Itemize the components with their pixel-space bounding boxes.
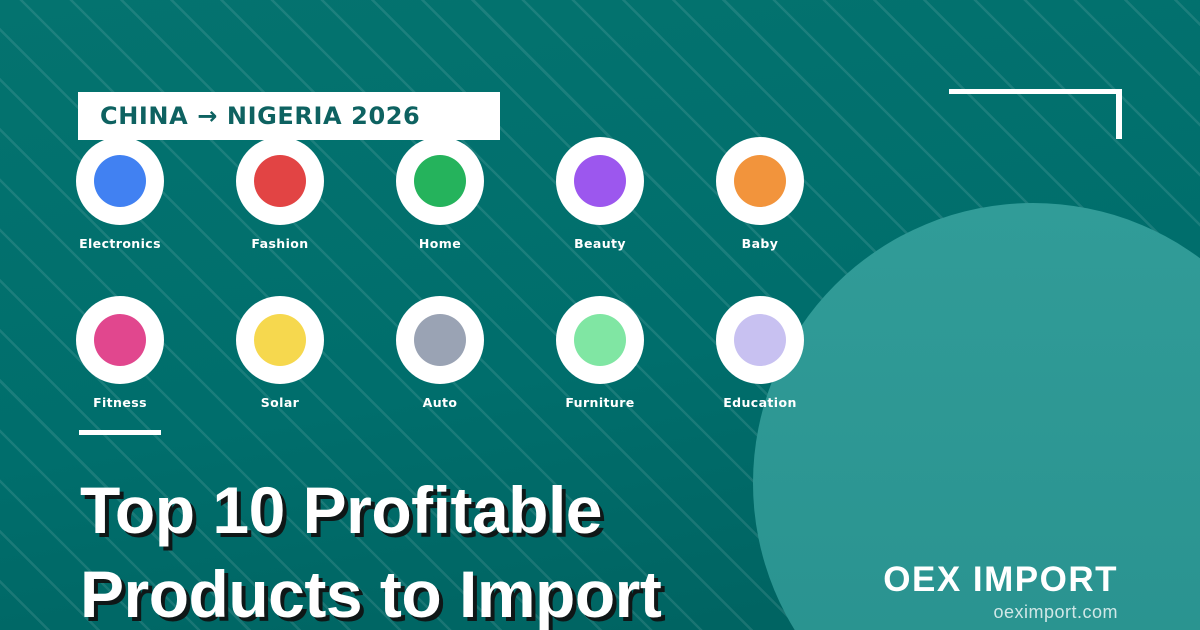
brand-name: OEX IMPORT: [883, 560, 1118, 599]
auto-icon: [396, 296, 484, 384]
beauty-icon: [556, 137, 644, 225]
category-fashion: Fashion: [220, 137, 340, 251]
brand-block: OEX IMPORT oeximport.com: [883, 560, 1118, 623]
route-badge: CHINA → NIGERIA 2026: [78, 92, 500, 140]
category-beauty: Beauty: [540, 137, 660, 251]
category-baby: Baby: [700, 137, 820, 251]
corner-bracket-vertical: [1116, 89, 1122, 139]
category-label: Solar: [260, 395, 300, 410]
category-label: Fashion: [251, 236, 309, 251]
solar-icon: [236, 296, 324, 384]
category-education: Education: [700, 296, 820, 410]
page-title-line2: Products to Import: [80, 557, 662, 630]
brand-website: oeximport.com: [993, 602, 1118, 622]
title-accent-bar: [79, 430, 161, 435]
route-badge-label: CHINA → NIGERIA 2026: [100, 102, 421, 130]
page-title-line1: Top 10 Profitable: [80, 473, 603, 547]
fitness-icon: [76, 296, 164, 384]
category-label: Beauty: [574, 236, 626, 251]
corner-bracket-horizontal: [949, 89, 1122, 94]
fashion-icon: [236, 137, 324, 225]
baby-icon: [716, 137, 804, 225]
category-label: Auto: [422, 395, 458, 410]
category-label: Home: [418, 236, 462, 251]
home-icon: [396, 137, 484, 225]
category-label: Electronics: [79, 236, 161, 251]
category-label: Education: [723, 395, 797, 410]
furniture-icon: [556, 296, 644, 384]
category-electronics: Electronics: [60, 137, 180, 251]
category-furniture: Furniture: [540, 296, 660, 410]
category-auto: Auto: [380, 296, 500, 410]
category-label: Fitness: [93, 395, 147, 410]
category-fitness: Fitness: [60, 296, 180, 410]
category-label: Baby: [741, 236, 779, 251]
electronics-icon: [76, 137, 164, 225]
education-icon: [716, 296, 804, 384]
category-solar: Solar: [220, 296, 340, 410]
category-home: Home: [380, 137, 500, 251]
category-label: Furniture: [565, 395, 635, 410]
page-title: Top 10 Profitable Products to Import: [80, 468, 980, 630]
